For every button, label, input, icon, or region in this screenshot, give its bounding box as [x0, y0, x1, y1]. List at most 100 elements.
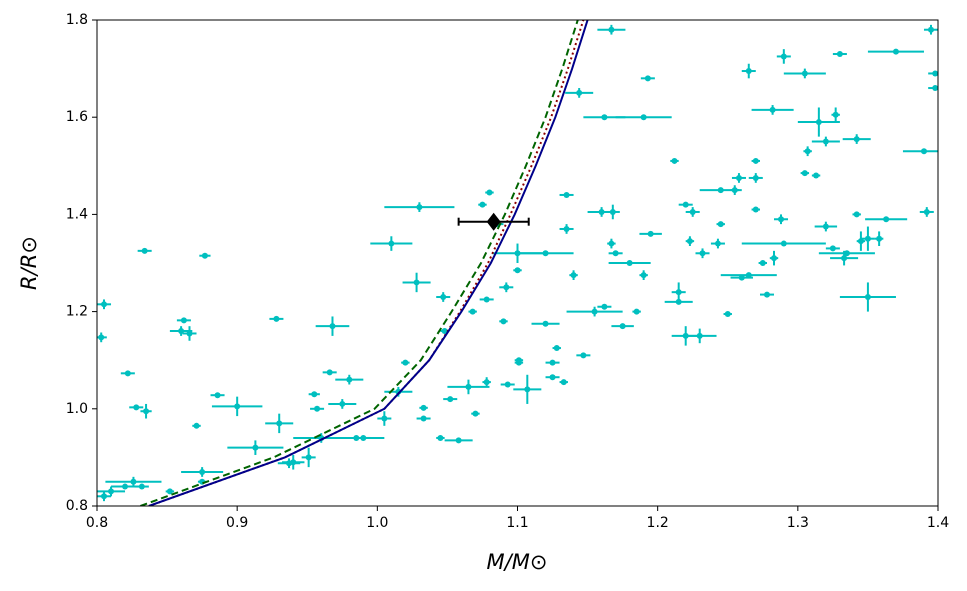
- data-point: [815, 119, 822, 126]
- data-point: [829, 245, 836, 252]
- data-point: [252, 444, 259, 451]
- data-point: [455, 437, 462, 444]
- data-point: [780, 240, 787, 247]
- data-point: [563, 191, 570, 198]
- data-point: [437, 434, 444, 441]
- data-point: [876, 235, 883, 242]
- x-tick-label: 1.0: [366, 515, 388, 531]
- data-point: [763, 291, 770, 298]
- data-point: [771, 255, 778, 262]
- data-point: [822, 223, 829, 230]
- data-point: [186, 330, 193, 337]
- data-point: [923, 208, 930, 215]
- y-tick-label: 1.0: [66, 401, 88, 417]
- data-point: [234, 403, 241, 410]
- data-point: [465, 383, 472, 390]
- data-point: [483, 379, 490, 386]
- data-point: [542, 320, 549, 327]
- data-point: [560, 379, 567, 386]
- data-point: [714, 240, 721, 247]
- data-point: [360, 434, 367, 441]
- data-point: [813, 172, 820, 179]
- data-point: [752, 174, 759, 181]
- y-tick-label: 1.8: [66, 12, 88, 28]
- data-point: [420, 415, 427, 422]
- data-point: [598, 208, 605, 215]
- data-point: [503, 284, 510, 291]
- x-tick-label: 1.3: [787, 515, 809, 531]
- data-point: [608, 26, 615, 33]
- data-point: [479, 201, 486, 208]
- data-point: [608, 240, 615, 247]
- data-point: [542, 250, 549, 257]
- data-point: [98, 334, 105, 341]
- data-point: [570, 272, 577, 279]
- y-tick-label: 0.8: [66, 498, 88, 514]
- data-point: [447, 396, 454, 403]
- data-point: [276, 420, 283, 427]
- data-point: [483, 296, 490, 303]
- data-point: [514, 267, 521, 274]
- data-point: [402, 359, 409, 366]
- data-point: [138, 483, 145, 490]
- data-point: [804, 148, 811, 155]
- plot-area: [97, 20, 938, 506]
- data-point: [644, 75, 651, 82]
- data-point: [549, 374, 556, 381]
- data-point: [549, 359, 556, 366]
- data-point: [717, 187, 724, 194]
- data-point: [832, 111, 839, 118]
- isochrone-line: [140, 20, 579, 506]
- data-point: [724, 311, 731, 318]
- data-point: [745, 272, 752, 279]
- data-point: [524, 386, 531, 393]
- data-point: [413, 279, 420, 286]
- data-point: [883, 216, 890, 223]
- x-tick-label: 0.8: [86, 515, 108, 531]
- data-point: [633, 308, 640, 315]
- data-point: [108, 488, 115, 495]
- data-point: [841, 255, 848, 262]
- data-point: [731, 187, 738, 194]
- isochrone-line: [148, 20, 589, 506]
- data-point: [180, 317, 187, 324]
- data-point: [273, 315, 280, 322]
- data-point: [609, 208, 616, 215]
- data-point: [843, 250, 850, 257]
- x-tick-label: 1.1: [506, 515, 528, 531]
- data-point: [141, 247, 148, 254]
- data-point: [576, 89, 583, 96]
- data-point: [892, 48, 899, 55]
- data-point: [381, 415, 388, 422]
- data-point: [932, 70, 938, 77]
- data-point: [647, 230, 654, 237]
- data-point: [686, 238, 693, 245]
- data-point: [440, 294, 447, 301]
- data-point: [699, 250, 706, 257]
- data-point: [927, 26, 934, 33]
- data-point: [682, 201, 689, 208]
- data-point: [346, 376, 353, 383]
- data-point: [853, 211, 860, 218]
- data-point: [920, 148, 927, 155]
- data-point: [689, 208, 696, 215]
- data-point: [339, 400, 346, 407]
- data-point: [133, 404, 140, 411]
- data-point: [193, 422, 200, 429]
- data-point: [122, 483, 129, 490]
- data-point: [801, 70, 808, 77]
- target-marker: [486, 212, 501, 231]
- data-point: [853, 136, 860, 143]
- data-point: [388, 240, 395, 247]
- data-point: [801, 170, 808, 177]
- data-point: [671, 157, 678, 164]
- data-point: [696, 332, 703, 339]
- data-point: [778, 216, 785, 223]
- data-point: [469, 308, 476, 315]
- data-point: [515, 357, 522, 364]
- data-point: [735, 174, 742, 181]
- data-point: [326, 369, 333, 376]
- data-point: [601, 303, 608, 310]
- data-point: [472, 410, 479, 417]
